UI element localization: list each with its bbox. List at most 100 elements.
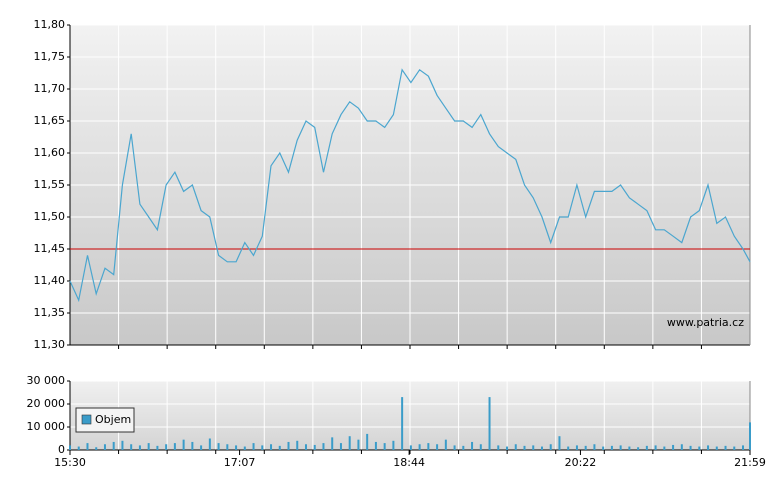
volume-bar bbox=[584, 445, 587, 450]
volume-bar bbox=[287, 441, 290, 450]
y-tick-label: 30 000 bbox=[27, 374, 66, 387]
volume-bar bbox=[278, 445, 281, 450]
volume-bar bbox=[95, 447, 98, 450]
y-tick-label: 11,50 bbox=[34, 210, 66, 223]
volume-bar bbox=[243, 446, 246, 450]
volume-bar bbox=[715, 446, 718, 450]
volume-bar bbox=[261, 445, 264, 450]
volume-bar bbox=[226, 444, 229, 450]
y-tick-label: 10 000 bbox=[27, 420, 66, 433]
volume-bar bbox=[86, 443, 89, 450]
y-tick-label: 11,60 bbox=[34, 146, 66, 159]
volume-bar bbox=[663, 446, 666, 450]
volume-bar bbox=[121, 440, 124, 450]
volume-bar bbox=[540, 446, 543, 450]
y-tick-label: 11,40 bbox=[34, 274, 66, 287]
volume-bar bbox=[296, 440, 299, 450]
x-tick-label: 17:07 bbox=[224, 456, 256, 469]
volume-bar bbox=[444, 439, 447, 450]
y-tick-label: 11,35 bbox=[34, 306, 66, 319]
volume-bar bbox=[165, 444, 168, 450]
volume-bar bbox=[733, 446, 736, 450]
volume-bar bbox=[409, 445, 412, 450]
volume-bar bbox=[112, 441, 115, 450]
volume-bar bbox=[680, 444, 683, 450]
y-tick-label: 20 000 bbox=[27, 397, 66, 410]
volume-bar bbox=[418, 444, 421, 450]
volume-bar bbox=[506, 446, 509, 450]
x-tick-label: 18:44 bbox=[393, 456, 425, 469]
volume-bar bbox=[252, 443, 255, 450]
volume-bar bbox=[549, 444, 552, 450]
volume-bar bbox=[69, 445, 71, 450]
volume-bar bbox=[462, 445, 465, 450]
volume-bar bbox=[348, 436, 351, 450]
volume-bar bbox=[593, 444, 596, 450]
legend-label: Objem bbox=[95, 413, 131, 426]
volume-bar bbox=[558, 436, 561, 450]
y-tick-label: 11,70 bbox=[34, 82, 66, 95]
volume-bar bbox=[523, 445, 526, 450]
volume-bar bbox=[698, 446, 701, 450]
legend-swatch bbox=[81, 414, 92, 425]
volume-bar bbox=[147, 443, 150, 450]
volume-bar bbox=[610, 445, 613, 450]
volume-bar bbox=[77, 446, 80, 450]
volume-bar bbox=[672, 444, 675, 450]
x-tick-label: 15:30 bbox=[54, 456, 86, 469]
volume-bar bbox=[156, 445, 159, 450]
volume-bar bbox=[374, 441, 377, 450]
volume-bar bbox=[497, 445, 500, 450]
volume-bar bbox=[235, 445, 238, 450]
volume-bar bbox=[654, 445, 657, 450]
volume-bar bbox=[270, 444, 273, 450]
volume-bar bbox=[619, 445, 622, 450]
volume-bar bbox=[217, 443, 220, 450]
volume-bar bbox=[331, 437, 334, 450]
volume-bar bbox=[208, 438, 211, 450]
volume-bar bbox=[628, 446, 631, 450]
volume-bar bbox=[304, 444, 307, 450]
price-line bbox=[69, 68, 751, 303]
volume-bar bbox=[602, 446, 605, 450]
y-tick-label: 11,65 bbox=[34, 114, 66, 127]
volume-bar bbox=[567, 446, 570, 450]
volume-bar bbox=[645, 445, 648, 450]
volume-bar bbox=[749, 422, 751, 450]
volume-bar bbox=[313, 444, 316, 450]
volume-bar bbox=[392, 440, 395, 450]
volume-bar bbox=[742, 445, 745, 450]
y-tick-label: 11,75 bbox=[34, 50, 66, 63]
x-tick-label: 20:22 bbox=[565, 456, 597, 469]
y-tick-label: 11,30 bbox=[34, 338, 66, 351]
volume-bar bbox=[401, 397, 404, 450]
volume-bar bbox=[322, 443, 325, 450]
y-tick-label: 11,55 bbox=[34, 178, 66, 191]
volume-bar bbox=[191, 441, 194, 450]
volume-bar bbox=[724, 445, 727, 450]
volume-bar bbox=[532, 445, 535, 450]
volume-bar bbox=[707, 445, 710, 450]
y-tick-label: 11,45 bbox=[34, 242, 66, 255]
volume-bar bbox=[436, 444, 439, 450]
x-tick-label: 21:59 bbox=[734, 456, 766, 469]
volume-bar bbox=[173, 443, 176, 450]
volume-bar bbox=[138, 445, 141, 450]
y-tick-label: 11,80 bbox=[34, 18, 66, 31]
volume-bar bbox=[103, 444, 106, 450]
volume-bar bbox=[130, 444, 133, 450]
volume-bar bbox=[637, 447, 640, 450]
volume-bar bbox=[357, 439, 360, 450]
volume-bar bbox=[366, 433, 369, 450]
volume-bar bbox=[488, 397, 491, 450]
volume-bar bbox=[471, 441, 474, 450]
volume-bar bbox=[479, 444, 482, 450]
volume-bar bbox=[427, 443, 430, 450]
volume-bar bbox=[689, 445, 692, 450]
volume-bar bbox=[339, 443, 342, 450]
volume-bar bbox=[182, 439, 185, 450]
volume-bar bbox=[575, 445, 578, 450]
volume-bar bbox=[383, 443, 386, 450]
annotation: www.patria.cz bbox=[667, 316, 744, 329]
